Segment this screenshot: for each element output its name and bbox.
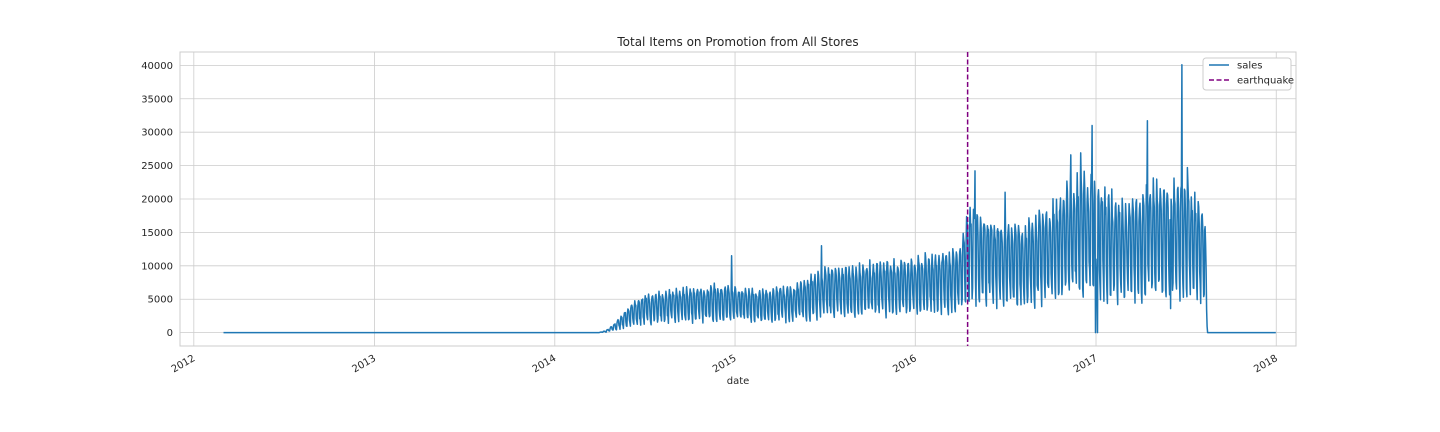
x-tick-label: 2012 bbox=[170, 353, 198, 375]
x-tick-label: 2015 bbox=[711, 353, 739, 375]
legend-earthquake-label: earthquake bbox=[1237, 76, 1294, 87]
x-tick-label: 2016 bbox=[891, 353, 919, 375]
legend-sales-label: sales bbox=[1237, 61, 1262, 72]
y-tick-label: 10000 bbox=[141, 261, 173, 272]
y-tick-label: 15000 bbox=[141, 228, 173, 239]
chart-title: Total Items on Promotion from All Stores bbox=[616, 35, 858, 49]
series-layer bbox=[223, 52, 1277, 346]
x-tick-labels: 2012 2013 2014 2015 2016 2017 2018 bbox=[170, 353, 1280, 375]
x-tick-label: 2017 bbox=[1072, 353, 1100, 375]
y-tick-labels: 0 5000 10000 15000 20000 25000 30000 35000 40000 bbox=[141, 61, 173, 339]
y-tick-label: 0 bbox=[167, 328, 173, 339]
x-tick-label: 2013 bbox=[351, 353, 379, 375]
x-tick-label: 2014 bbox=[531, 353, 559, 375]
legend: sales earthquake bbox=[1202, 57, 1294, 91]
y-tick-label: 40000 bbox=[141, 61, 173, 72]
x-axis-label: date bbox=[727, 376, 750, 387]
y-tick-label: 30000 bbox=[141, 128, 173, 139]
legend-box bbox=[1202, 57, 1292, 91]
y-tick-label: 35000 bbox=[141, 94, 173, 105]
y-tick-label: 5000 bbox=[148, 295, 173, 306]
y-tick-label: 25000 bbox=[141, 161, 173, 172]
sales-series-line bbox=[223, 63, 1277, 334]
y-tick-label: 20000 bbox=[141, 195, 173, 206]
x-tick-label: 2018 bbox=[1252, 353, 1280, 375]
